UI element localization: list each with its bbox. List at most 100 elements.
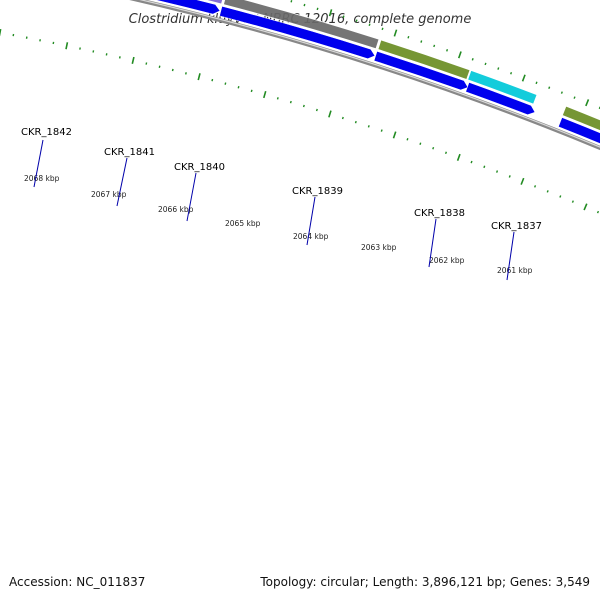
major-tick bbox=[328, 110, 332, 118]
feature-next-gene[interactable] bbox=[561, 105, 600, 137]
leader-line-ckr-1838 bbox=[428, 218, 437, 268]
minor-tick bbox=[471, 58, 474, 61]
minor-tick bbox=[368, 23, 371, 26]
minor-tick bbox=[250, 89, 253, 93]
outer-tick-ruler bbox=[290, 0, 600, 110]
minor-tick bbox=[510, 71, 513, 75]
major-tick bbox=[585, 99, 590, 107]
major-tick bbox=[393, 29, 398, 37]
major-tick bbox=[520, 177, 525, 185]
gene-features bbox=[139, 0, 600, 137]
major-tick bbox=[328, 9, 333, 17]
inner-tick-ruler bbox=[0, 29, 600, 214]
major-tick bbox=[456, 153, 461, 161]
cds-arrow-ckr-1838[interactable] bbox=[373, 50, 469, 91]
feature-ckr-1838[interactable] bbox=[377, 39, 471, 80]
tick-label: 2064 kbp bbox=[293, 232, 329, 241]
gene-labels: CKR_1842 CKR_1841 CKR_1840 CKR_1839 CKR_… bbox=[21, 127, 542, 281]
cds-arrow-ckr-1837[interactable] bbox=[465, 82, 536, 116]
genome-summary-text: Topology: circular; Length: 3,896,121 bp… bbox=[259, 575, 590, 589]
minor-tick bbox=[224, 82, 227, 85]
minor-tick bbox=[355, 19, 358, 22]
major-tick bbox=[0, 29, 2, 37]
minor-tick bbox=[534, 185, 537, 188]
feature-ckr-1839[interactable] bbox=[222, 0, 380, 50]
minor-tick bbox=[420, 40, 423, 43]
minor-tick bbox=[316, 7, 319, 11]
minor-tick bbox=[406, 138, 409, 141]
gene-label-ckr-1839[interactable]: CKR_1839 bbox=[292, 186, 343, 197]
minor-tick bbox=[470, 160, 473, 164]
minor-tick bbox=[290, 0, 293, 3]
leader-line-ckr-1840 bbox=[186, 172, 197, 222]
minor-tick bbox=[548, 86, 551, 89]
minor-tick bbox=[497, 67, 500, 70]
gene-label-ckr-1841[interactable]: CKR_1841 bbox=[104, 147, 155, 158]
minor-tick bbox=[419, 142, 422, 145]
minor-tick bbox=[546, 190, 549, 193]
minor-tick bbox=[158, 65, 161, 68]
tick-label: 2066 kbp bbox=[158, 205, 194, 214]
minor-tick bbox=[484, 62, 487, 66]
minor-tick bbox=[571, 200, 574, 203]
minor-tick bbox=[289, 100, 292, 104]
minor-tick bbox=[508, 175, 511, 178]
major-tick bbox=[197, 73, 201, 81]
minor-tick bbox=[211, 78, 214, 82]
leader-line-ckr-1839 bbox=[306, 196, 316, 246]
major-tick bbox=[65, 42, 69, 50]
minor-tick bbox=[354, 120, 357, 124]
minor-tick bbox=[535, 81, 538, 85]
leader-line-ckr-1842 bbox=[33, 139, 44, 188]
tick-labels: 2068 kbp 2067 kbp 2066 kbp 2065 kbp 2064… bbox=[24, 174, 533, 275]
genome-backbone-highlight bbox=[138, 0, 600, 148]
minor-tick bbox=[444, 151, 448, 155]
tick-label: 2062 kbp bbox=[429, 256, 465, 265]
minor-tick bbox=[185, 72, 187, 75]
minor-tick bbox=[559, 195, 562, 198]
minor-tick bbox=[341, 116, 344, 120]
minor-tick bbox=[171, 68, 174, 72]
minor-tick bbox=[596, 210, 600, 214]
major-tick bbox=[131, 56, 135, 65]
accession-text: Accession: NC_011837 bbox=[9, 575, 145, 589]
minor-tick bbox=[342, 15, 345, 18]
minor-tick bbox=[495, 170, 499, 173]
major-tick bbox=[583, 203, 588, 211]
minor-tick bbox=[446, 49, 449, 52]
tick-label: 2063 kbp bbox=[361, 243, 397, 252]
gene-label-ckr-1838[interactable]: CKR_1838 bbox=[414, 208, 465, 219]
minor-tick bbox=[380, 129, 383, 132]
gene-label-ckr-1840[interactable]: CKR_1840 bbox=[174, 162, 225, 173]
minor-tick bbox=[483, 165, 486, 169]
minor-tick bbox=[315, 108, 318, 112]
minor-tick bbox=[433, 44, 436, 48]
minor-tick bbox=[573, 96, 576, 99]
major-tick bbox=[457, 51, 462, 59]
gene-label-ckr-1837[interactable]: CKR_1837 bbox=[491, 221, 542, 232]
major-tick bbox=[263, 90, 267, 99]
tick-label: 2061 kbp bbox=[497, 266, 533, 275]
gene-label-ckr-1842[interactable]: CKR_1842 bbox=[21, 127, 72, 138]
cds-arrow-next-gene[interactable] bbox=[557, 117, 600, 148]
tick-label: 2067 kbp bbox=[91, 190, 127, 199]
major-tick bbox=[392, 131, 397, 139]
feature-ckr-1837[interactable] bbox=[467, 69, 538, 105]
minor-tick bbox=[560, 91, 563, 94]
genome-backbone bbox=[128, 0, 600, 151]
minor-tick bbox=[407, 35, 410, 39]
tick-label: 2065 kbp bbox=[225, 219, 261, 228]
cds-arrow-ckr-1840[interactable] bbox=[135, 0, 221, 15]
feature-ckr-1840[interactable] bbox=[139, 0, 224, 5]
minor-tick bbox=[381, 27, 384, 31]
minor-tick bbox=[302, 104, 305, 108]
leader-line-ckr-1837 bbox=[506, 231, 515, 281]
minor-tick bbox=[432, 146, 435, 150]
minor-tick bbox=[145, 62, 148, 65]
minor-tick bbox=[303, 3, 306, 7]
minor-tick bbox=[367, 125, 370, 128]
cds-arrow-ckr-1839[interactable] bbox=[219, 5, 376, 60]
minor-tick bbox=[237, 85, 240, 89]
tick-label: 2068 kbp bbox=[24, 174, 60, 183]
